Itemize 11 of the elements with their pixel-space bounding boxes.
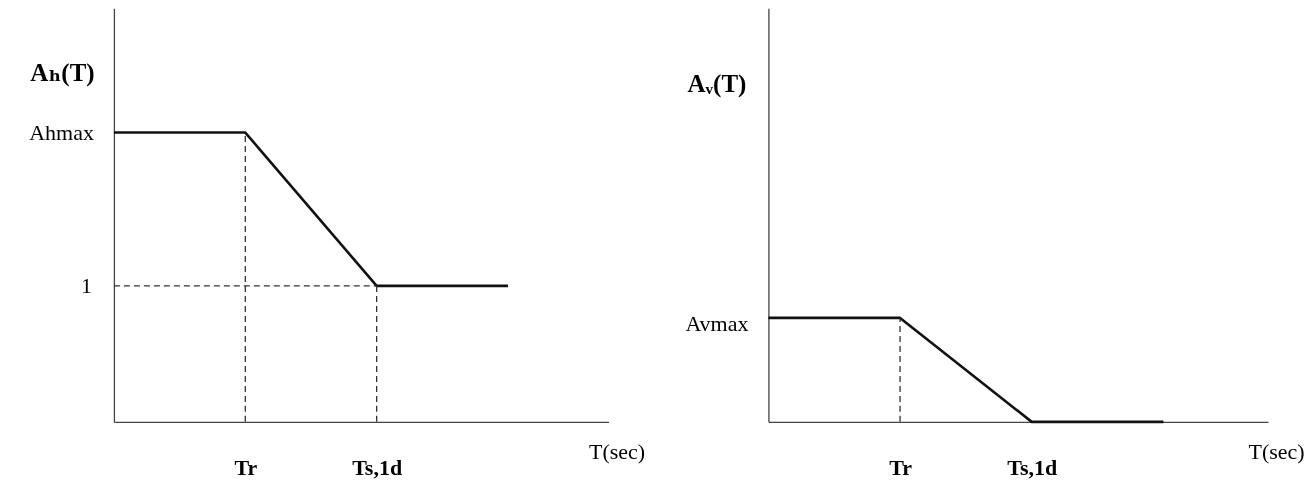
x-tick-label: Tr [889, 455, 913, 481]
x-tick-label: Tr [234, 455, 258, 481]
x-tick-label: Ts,1d [352, 455, 403, 481]
text: 1 [80, 272, 92, 298]
x-tick-label: Ts,1d [1007, 455, 1058, 481]
y-axis-title: Aᵥ(T) [687, 69, 747, 98]
text: Avmax [685, 310, 749, 336]
y-axis-title: Aₕ(T) [30, 58, 95, 87]
x-axis-title: T(sec) [588, 439, 646, 465]
x-axis-title: T(sec) [1248, 439, 1305, 465]
text: Ahmax [29, 120, 94, 146]
